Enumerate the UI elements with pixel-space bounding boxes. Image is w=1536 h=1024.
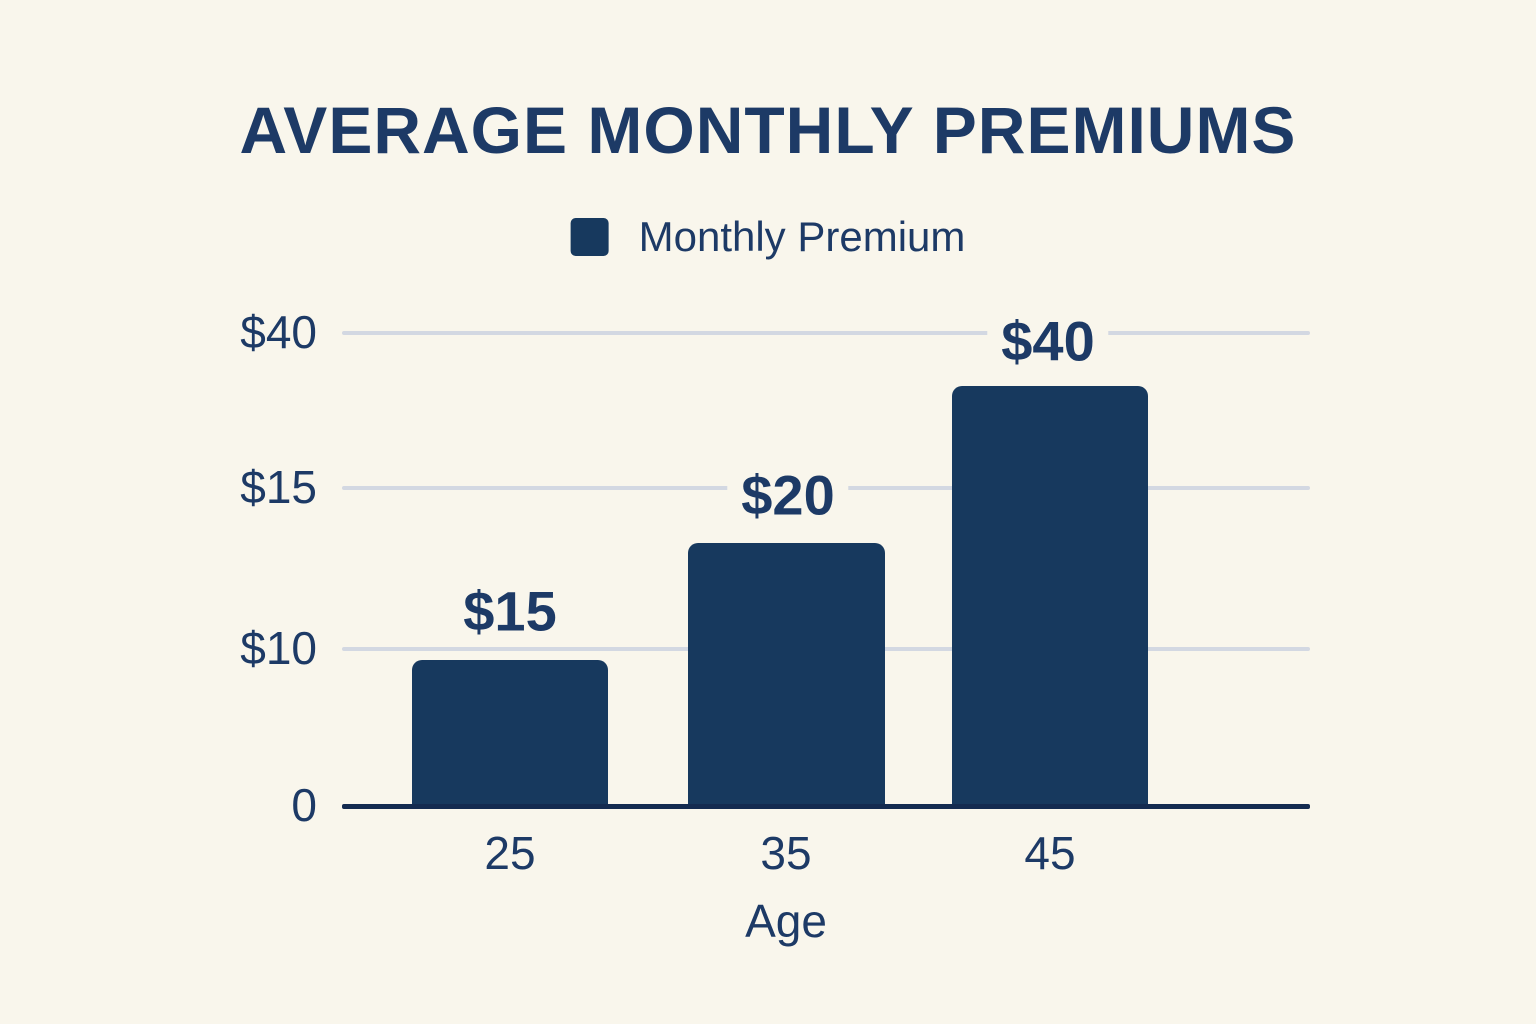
legend: Monthly Premium	[570, 213, 966, 261]
y-tick-label-40: $40	[240, 306, 317, 358]
x-tick-label-25: 25	[484, 827, 536, 879]
x-axis-line	[342, 804, 1310, 809]
chart-title: AVERAGE MONTHLY PREMIUMS	[239, 93, 1297, 167]
y-tick-label-15: $15	[240, 461, 317, 513]
y-tick-label-10: $10	[240, 622, 317, 674]
bar-value-label-35: $20	[727, 460, 849, 530]
x-tick-label-45: 45	[1024, 827, 1076, 879]
bar-age-25	[412, 660, 608, 806]
gridline-40	[342, 331, 1310, 335]
legend-swatch-icon	[570, 218, 609, 256]
bar-age-45	[952, 386, 1148, 806]
x-axis-title: Age	[745, 895, 827, 947]
y-tick-label-0: 0	[291, 779, 317, 831]
bar-value-label-45: $40	[987, 306, 1109, 376]
x-tick-label-35: 35	[760, 827, 812, 879]
bar-age-35	[688, 543, 885, 806]
bar-value-label-25: $15	[449, 576, 571, 646]
legend-label: Monthly Premium	[638, 213, 966, 260]
